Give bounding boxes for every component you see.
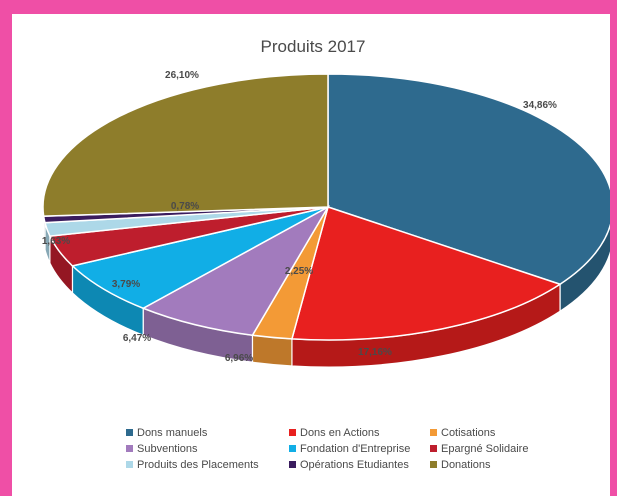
legend-dons-manuels-label: Dons manuels [137,427,208,439]
slice-cotisations-value-label: 2,25% [285,266,313,277]
legend-donations-swatch [430,461,437,468]
legend-produits-des-placements-swatch [126,461,133,468]
slice-subventions-value-label: 6,96% [225,353,253,364]
legend-epargn-solidaire-swatch [430,445,437,452]
legend-dons-en-actions-label: Dons en Actions [300,427,380,439]
slice-produits-des-placements-value-label: 1,63% [42,236,70,247]
chart-title: Produits 2017 [261,37,366,56]
legend-op-rations-etudiantes-label: Opérations Etudiantes [300,459,409,471]
slice-donations-value-label: 26,10% [165,70,199,81]
legend-op-rations-etudiantes-swatch [289,461,296,468]
legend-dons-manuels-swatch [126,429,133,436]
slice-fondation-d-entreprise [70,206,329,310]
slice-fondation-d-entreprise-value-label: 6,47% [123,333,151,344]
slice-dons-manuels-value-label: 34,86% [523,100,557,111]
legend-produits-des-placements-label: Produits des Placements [137,459,259,471]
legend-dons-en-actions-swatch [289,429,296,436]
chart-frame: Produits 2017 34,86% 17,16% 2,25% 6,96% 6,47… [12,14,610,496]
legend-donations-label: Donations [441,459,491,471]
slice-subventions [141,205,331,337]
slice-epargn-solidaire-value-label: 3,79% [112,279,140,290]
legend-epargn-solidaire-label: Epargné Solidaire [441,443,528,455]
slice-donations [42,73,329,217]
legend-fondation-d-entreprise-swatch [289,445,296,452]
pie-chart: Produits 2017 34,86% 17,16% 2,25% 6,96% 6,47… [42,37,610,471]
legend-subventions-swatch [126,445,133,452]
slice-dons-en-actions-value-label: 17,16% [358,347,392,358]
slice-cotisations-side [251,334,293,367]
slice-dons-en-actions [290,206,562,341]
slice-op-rations-etudiantes-value-label: 0,78% [171,201,199,212]
slice-dons-manuels [327,73,610,286]
legend-fondation-d-entreprise-label: Fondation d'Entreprise [300,443,410,455]
legend-subventions-label: Subventions [137,443,198,455]
legend-cotisations-swatch [430,429,437,436]
legend-cotisations-label: Cotisations [441,427,496,439]
